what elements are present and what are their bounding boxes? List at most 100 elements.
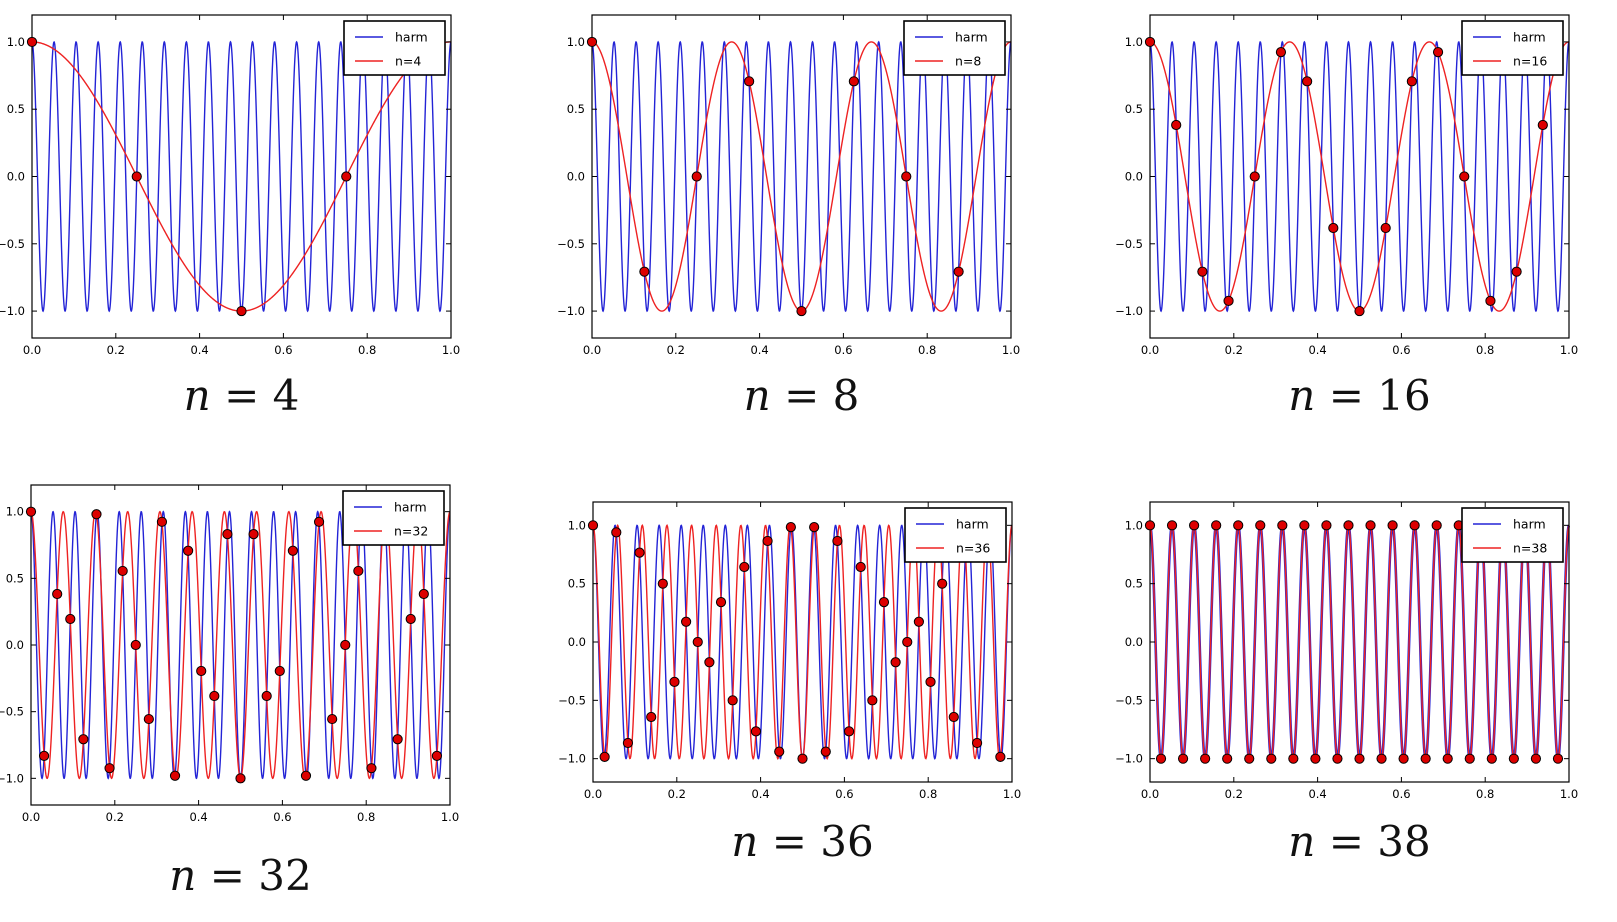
y-axis: 1.0 0.5 0.0 −0.5 −1.0 <box>1115 518 1569 766</box>
y-tick-label: −0.5 <box>1115 237 1143 251</box>
curves <box>31 40 452 313</box>
x-tick-label: 0.8 <box>357 810 375 824</box>
sample-point <box>1354 305 1365 317</box>
chart-n32: 0.0 0.2 0.4 0.6 0.8 1.0 1.0 0.5 0.0 −0.5 −1.0 harm n… <box>0 484 459 824</box>
chart-n8: 0.0 0.2 0.4 0.6 0.8 1.0 1.0 0.5 0.0 −0.5 −1.0 harm n… <box>557 14 1020 357</box>
sample-point <box>1222 753 1233 764</box>
x-axis: 0.0 0.2 0.4 0.6 0.8 1.0 <box>583 15 1020 357</box>
sample-point <box>1328 222 1339 234</box>
sample-point <box>727 695 738 706</box>
sample-point <box>704 657 715 668</box>
legend-label: harm <box>395 30 428 45</box>
sample-point <box>236 305 247 317</box>
sample-point <box>1277 520 1288 531</box>
y-tick-label: 0.5 <box>568 577 586 591</box>
sample-point <box>222 529 233 540</box>
legend-box <box>904 507 1007 563</box>
sample-point <box>913 616 924 627</box>
sample-point <box>405 613 416 625</box>
sample-point <box>1354 753 1365 764</box>
sample-point <box>1376 753 1387 764</box>
sample-point <box>1302 76 1313 87</box>
y-tick-label: 0.0 <box>568 635 586 649</box>
sample-point <box>599 751 610 762</box>
y-tick-label: 0.0 <box>1125 170 1143 184</box>
legend-box <box>903 20 1006 76</box>
sample-point <box>78 734 89 745</box>
sample-point <box>809 522 820 533</box>
sample-point <box>1255 520 1266 531</box>
legend-label: harm <box>394 500 427 515</box>
sample-point <box>1431 520 1442 531</box>
sample-point <box>622 737 634 749</box>
sample-point <box>1299 520 1310 531</box>
x-axis: 0.0 0.2 0.4 0.6 0.8 1.0 <box>584 502 1021 801</box>
x-tick-label: 1.0 <box>442 343 460 357</box>
sample-point <box>65 613 76 625</box>
x-tick-label: 1.0 <box>1002 343 1020 357</box>
sample-point <box>1552 753 1564 764</box>
x-tick-label: 0.6 <box>835 787 853 801</box>
sample-point <box>1200 753 1211 764</box>
sample-point <box>1266 753 1277 764</box>
x-tick-label: 0.6 <box>834 343 852 357</box>
legend-box <box>342 490 445 546</box>
sample-point <box>1166 520 1178 531</box>
harmonic-curve <box>1149 40 1570 313</box>
sample-point <box>261 690 272 702</box>
legend: harm n=36 <box>904 507 1007 563</box>
x-tick-label: 0.0 <box>584 787 602 801</box>
x-tick-label: 0.4 <box>189 810 207 824</box>
sample-point <box>878 597 890 608</box>
sample-point <box>143 713 154 725</box>
x-tick-label: 0.6 <box>1392 343 1410 357</box>
caption-n4: n = 4 <box>32 371 451 420</box>
legend-label: n=38 <box>1513 541 1547 556</box>
y-axis: 1.0 0.5 0.0 −0.5 −1.0 <box>557 35 1011 318</box>
curves <box>1149 40 1570 313</box>
sample-point <box>995 751 1006 762</box>
y-tick-label: 0.0 <box>1125 635 1143 649</box>
sample-point <box>1387 520 1398 531</box>
sample-point <box>287 545 298 556</box>
sample-point <box>1288 753 1299 764</box>
sample-point <box>327 713 338 725</box>
sample-point <box>634 547 645 558</box>
sample-point <box>91 509 102 520</box>
x-tick-label: 0.8 <box>918 343 936 357</box>
sample-point <box>1310 753 1321 764</box>
sample-point <box>235 773 246 784</box>
x-tick-label: 0.4 <box>190 343 208 357</box>
x-tick-label: 1.0 <box>441 810 459 824</box>
sample-point <box>1406 76 1417 87</box>
caption-variable: n <box>183 371 211 420</box>
sample-point <box>1508 753 1519 764</box>
caption-variable: n <box>731 817 759 866</box>
sample-point <box>890 657 901 668</box>
sample-point <box>104 763 115 774</box>
caption-value: = 4 <box>210 371 300 420</box>
x-tick-label: 0.2 <box>667 343 685 357</box>
sample-point <box>774 746 785 757</box>
sample-point <box>820 746 831 757</box>
x-tick-label: 0.4 <box>1308 787 1326 801</box>
legend-label: n=8 <box>955 54 981 69</box>
sample-point <box>1365 520 1376 531</box>
sample-point <box>937 578 948 589</box>
y-tick-label: −1.0 <box>0 771 24 785</box>
y-tick-label: 1.0 <box>568 518 586 532</box>
sample-point <box>1442 753 1453 764</box>
sample-point <box>248 529 259 540</box>
y-tick-label: 0.5 <box>1125 102 1143 116</box>
y-tick-label: 0.5 <box>1125 577 1143 591</box>
x-tick-label: 0.4 <box>1308 343 1326 357</box>
harmonic-curve <box>31 40 452 313</box>
sample-point <box>855 561 866 573</box>
caption-n38: n = 38 <box>1150 817 1569 866</box>
legend-label: harm <box>956 517 989 532</box>
sample-point <box>796 305 807 317</box>
x-tick-label: 0.0 <box>583 343 601 357</box>
y-axis: 1.0 0.5 0.0 −0.5 −1.0 <box>558 518 1012 766</box>
sample-point <box>1171 119 1182 131</box>
sample-point <box>26 36 38 48</box>
